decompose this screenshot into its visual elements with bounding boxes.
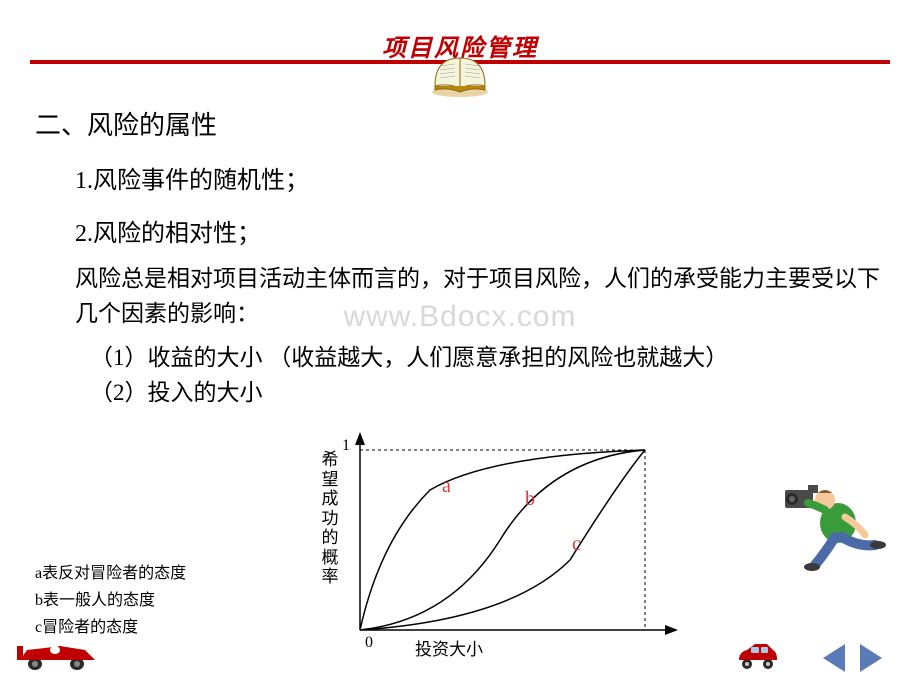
list-item-2: 2.风险的相对性； xyxy=(75,213,885,248)
curve-a-label: a xyxy=(442,475,451,497)
cameraman-icon xyxy=(780,475,890,580)
svg-text:0: 0 xyxy=(365,634,373,651)
svg-text:1: 1 xyxy=(342,437,350,454)
racecar-icon xyxy=(15,638,100,675)
paragraph: 风险总是相对项目活动主体而言的，对于项目风险，人们的承受能力主要受以下几个因素的… xyxy=(75,262,885,331)
curve-c-label: c xyxy=(572,533,581,555)
y-axis-label: 希望成功的概率 xyxy=(320,450,340,587)
section-heading: 二、风险的属性 xyxy=(35,105,885,142)
car-icon xyxy=(735,638,780,675)
sub-item-2: （2）投入的大小 xyxy=(90,376,885,411)
sub-item-1: （1）收益的大小 （收益越大，人们愿意承担的风险也就越大） xyxy=(90,341,885,376)
content-area: 二、风险的属性 1.风险事件的随机性； 2.风险的相对性； 风险总是相对项目活动… xyxy=(35,105,885,410)
risk-chart: a b c 1 0 希望成功的概率 投资大小 xyxy=(310,420,690,660)
legend-a: a表反对冒险者的态度 xyxy=(35,560,186,587)
chart-legend: a表反对冒险者的态度 b表一般人的态度 c冒险者的态度 xyxy=(35,560,186,642)
book-icon xyxy=(425,48,495,103)
legend-b: b表一般人的态度 xyxy=(35,587,186,614)
next-button[interactable] xyxy=(860,644,882,672)
list-item-1: 1.风险事件的随机性； xyxy=(75,160,885,195)
x-axis-label: 投资大小 xyxy=(415,635,483,660)
prev-button[interactable] xyxy=(823,644,845,672)
nav-buttons xyxy=(823,644,882,672)
curve-b-label: b xyxy=(525,488,535,510)
